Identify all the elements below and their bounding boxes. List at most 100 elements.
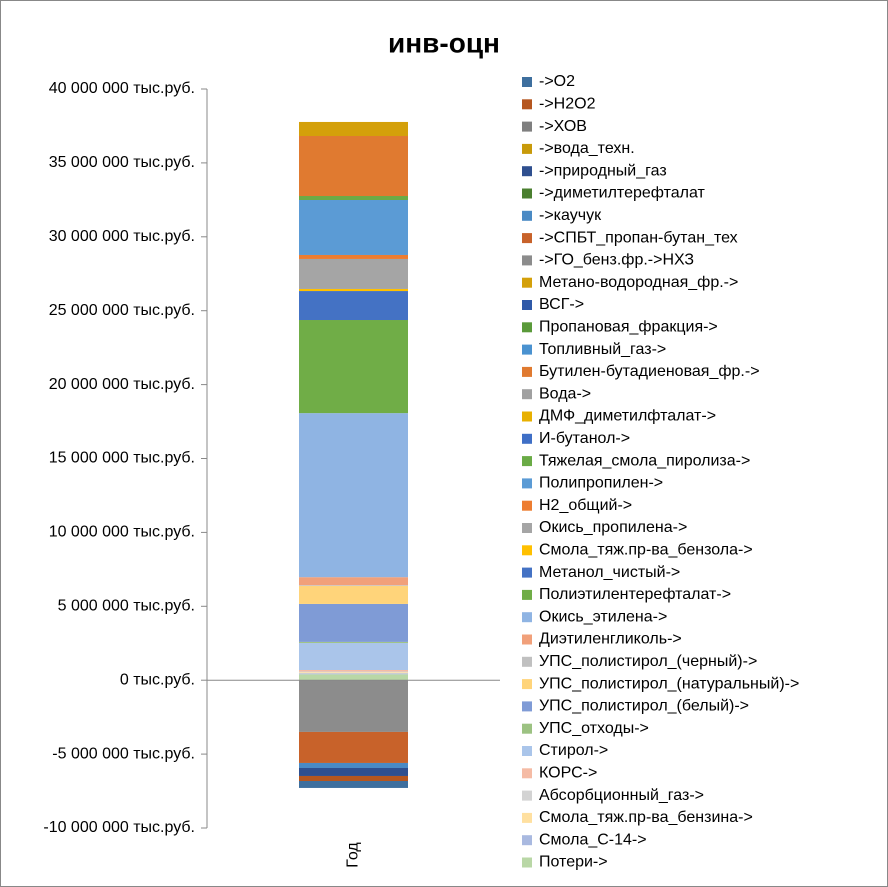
legend-label: УПС_отходы-> bbox=[539, 720, 649, 737]
legend-label: Пропановая_фракция-> bbox=[539, 319, 718, 336]
bar-segment bbox=[299, 767, 408, 776]
legend-swatch bbox=[522, 210, 532, 221]
legend-swatch bbox=[522, 567, 532, 578]
legend-label: Метано-водородная_фр.-> bbox=[539, 274, 738, 291]
legend-swatch bbox=[522, 656, 532, 667]
legend-label: ->СПБТ_пропан-бутан_тех bbox=[539, 229, 738, 246]
legend-swatch bbox=[522, 300, 532, 310]
legend-swatch bbox=[522, 634, 532, 645]
legend-label: Тяжелая_смола_пиролиза-> bbox=[539, 452, 750, 469]
bar-segment bbox=[299, 320, 408, 414]
legend-label: УПС_полистирол_(черный)-> bbox=[539, 653, 757, 670]
legend-label: Диэтиленгликоль-> bbox=[539, 631, 682, 648]
legend-swatch bbox=[522, 99, 532, 110]
bar-segment bbox=[299, 413, 408, 578]
bar-segment bbox=[299, 254, 408, 259]
y-tick-label: 20 000 000 тыс.руб. bbox=[49, 376, 195, 393]
legend-label: Бутилен-бутадиеновая_фр.-> bbox=[539, 363, 760, 380]
legend-label: ->вода_техн. bbox=[539, 140, 635, 157]
y-tick-label: 15 000 000 тыс.руб. bbox=[49, 450, 195, 467]
legend-label: Потери-> bbox=[539, 854, 608, 871]
legend-swatch bbox=[522, 255, 532, 266]
legend-swatch bbox=[522, 679, 532, 690]
legend-swatch bbox=[522, 701, 532, 712]
bar-segment bbox=[299, 680, 408, 732]
legend-swatch bbox=[522, 612, 532, 623]
legend-label: Окись_этилена-> bbox=[539, 608, 667, 625]
bar-segment bbox=[299, 731, 408, 763]
y-tick-label: 30 000 000 тыс.руб. bbox=[49, 228, 195, 245]
bar-segment bbox=[299, 673, 408, 675]
bar-segment bbox=[299, 775, 408, 781]
bar-segment bbox=[299, 780, 408, 788]
legend-label: УПС_полистирол_(белый)-> bbox=[539, 698, 749, 715]
legend-label: УПС_полистирол_(натуральный)-> bbox=[539, 675, 799, 692]
legend-swatch bbox=[522, 389, 532, 400]
legend-label: Абсорбционный_газ-> bbox=[539, 787, 704, 804]
legend-swatch bbox=[522, 768, 532, 779]
legend-swatch bbox=[522, 478, 532, 489]
chart-title: инв-оцн bbox=[388, 27, 500, 58]
bar-segment bbox=[299, 641, 408, 643]
legend-swatch bbox=[522, 545, 532, 556]
bar-segment bbox=[299, 199, 408, 255]
bar-segment bbox=[299, 672, 408, 674]
legend-swatch bbox=[522, 366, 532, 377]
legend-swatch bbox=[522, 723, 532, 734]
bar-segment bbox=[299, 762, 408, 768]
legend-swatch bbox=[522, 166, 532, 177]
y-tick-label: 5 000 000 тыс.руб. bbox=[58, 598, 195, 615]
legend-label: ->каучук bbox=[539, 207, 602, 224]
legend-swatch bbox=[522, 188, 532, 199]
legend-label: Окись_пропилена-> bbox=[539, 519, 687, 536]
legend-swatch bbox=[522, 143, 532, 154]
y-tick-label: -10 000 000 тыс.руб. bbox=[43, 819, 195, 836]
legend-swatch bbox=[522, 77, 532, 87]
legend-label: ВСГ-> bbox=[539, 296, 584, 313]
legend-label: Вода-> bbox=[539, 385, 591, 402]
legend-swatch bbox=[522, 812, 532, 823]
legend-swatch bbox=[522, 344, 532, 355]
legend-label: ->диметилтерефталат bbox=[539, 185, 706, 202]
y-tick-label: 0 тыс.руб. bbox=[120, 671, 195, 688]
legend-swatch bbox=[522, 456, 532, 467]
bar-segment bbox=[299, 585, 408, 604]
legend-label: ->ХОВ bbox=[539, 118, 587, 135]
bar-segment bbox=[299, 642, 408, 671]
legend-label: ДМФ_диметилфталат-> bbox=[539, 408, 716, 425]
legend-label: Полипропилен-> bbox=[539, 475, 663, 492]
bar-segment bbox=[299, 258, 408, 289]
legend-swatch bbox=[522, 746, 532, 756]
bar-segment bbox=[299, 585, 408, 586]
legend-swatch bbox=[522, 411, 532, 422]
legend-swatch bbox=[522, 790, 532, 801]
legend-swatch bbox=[522, 322, 532, 333]
bar-segment bbox=[299, 603, 408, 642]
bar-segment bbox=[299, 196, 408, 200]
legend-swatch bbox=[522, 433, 532, 444]
bar-segment bbox=[299, 674, 408, 681]
bar-segment bbox=[299, 291, 408, 321]
legend-label: ->природный_газ bbox=[539, 162, 667, 179]
legend-swatch bbox=[522, 500, 532, 511]
y-tick-label: 40 000 000 тыс.руб. bbox=[49, 80, 195, 97]
x-tick-label: Год bbox=[345, 842, 362, 868]
legend-label: Н2_общий-> bbox=[539, 497, 632, 514]
y-tick-label: 25 000 000 тыс.руб. bbox=[49, 302, 195, 319]
legend-label: КОРС-> bbox=[539, 765, 597, 782]
bar-segment bbox=[299, 670, 408, 672]
bar-segment bbox=[299, 577, 408, 586]
legend-label: ->H2O2 bbox=[539, 96, 596, 113]
legend-swatch bbox=[522, 233, 532, 244]
legend-label: Полиэтилентерефталат-> bbox=[539, 586, 731, 603]
legend-label: Метанол_чистый-> bbox=[539, 564, 680, 581]
legend-label: ->ГО_бенз.фр.->НХЗ bbox=[539, 252, 694, 269]
legend-swatch bbox=[522, 277, 532, 288]
y-tick-label: 10 000 000 тыс.руб. bbox=[49, 524, 195, 541]
legend-swatch bbox=[522, 523, 532, 533]
legend-label: Смола_тяж.пр-ва_бензина-> bbox=[539, 809, 753, 826]
legend-label: И-бутанол-> bbox=[539, 430, 630, 447]
bar-segment bbox=[299, 121, 408, 137]
